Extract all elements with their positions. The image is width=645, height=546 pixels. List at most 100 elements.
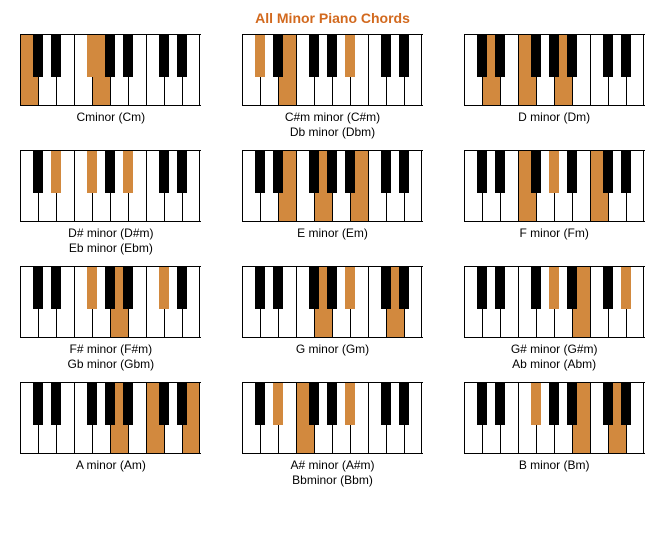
keyboard — [20, 266, 201, 338]
black-key — [549, 151, 559, 193]
black-key — [495, 383, 505, 425]
black-key — [159, 267, 169, 309]
black-key — [87, 383, 97, 425]
black-key — [327, 267, 337, 309]
black-key — [603, 151, 613, 193]
black-key — [477, 35, 487, 77]
black-key — [621, 35, 631, 77]
chord-cell: C#m minor (C#m)Db minor (Dbm) — [232, 34, 434, 140]
black-key — [273, 383, 283, 425]
black-key — [159, 151, 169, 193]
black-key — [51, 383, 61, 425]
black-key — [123, 383, 133, 425]
keyboard — [242, 382, 423, 454]
black-key — [345, 267, 355, 309]
black-key — [123, 35, 133, 77]
black-key — [255, 151, 265, 193]
black-key — [309, 35, 319, 77]
black-key — [381, 151, 391, 193]
black-key — [159, 35, 169, 77]
black-key — [381, 267, 391, 309]
page-title: All Minor Piano Chords — [10, 10, 645, 26]
black-key — [549, 383, 559, 425]
black-key — [549, 35, 559, 77]
black-key — [177, 35, 187, 77]
keyboard — [20, 150, 201, 222]
black-key — [123, 267, 133, 309]
chord-cell: Cminor (Cm) — [10, 34, 212, 140]
black-key — [273, 267, 283, 309]
black-key — [531, 151, 541, 193]
chord-cell: G# minor (G#m)Ab minor (Abm) — [453, 266, 645, 372]
black-key — [159, 383, 169, 425]
black-key — [273, 151, 283, 193]
keyboard — [20, 34, 201, 106]
chord-cell: E minor (Em) — [232, 150, 434, 256]
black-key — [495, 267, 505, 309]
chord-label: A minor (Am) — [76, 458, 146, 473]
chord-label: D minor (Dm) — [518, 110, 590, 125]
black-key — [603, 383, 613, 425]
keyboard — [20, 382, 201, 454]
chord-grid: Cminor (Cm) C#m minor (C#m)Db minor (Dbm)… — [10, 34, 645, 488]
chord-cell: F# minor (F#m)Gb minor (Gbm) — [10, 266, 212, 372]
black-key — [549, 267, 559, 309]
black-key — [531, 383, 541, 425]
black-key — [327, 151, 337, 193]
black-key — [531, 35, 541, 77]
black-key — [495, 35, 505, 77]
black-key — [123, 151, 133, 193]
black-key — [177, 267, 187, 309]
black-key — [399, 151, 409, 193]
black-key — [621, 383, 631, 425]
chord-label: Cminor (Cm) — [76, 110, 145, 125]
black-key — [33, 35, 43, 77]
black-key — [309, 383, 319, 425]
chord-cell: G minor (Gm) — [232, 266, 434, 372]
black-key — [477, 383, 487, 425]
black-key — [177, 383, 187, 425]
black-key — [477, 151, 487, 193]
black-key — [105, 151, 115, 193]
keyboard — [464, 382, 645, 454]
chord-cell: A minor (Am) — [10, 382, 212, 488]
black-key — [51, 35, 61, 77]
chord-label: F# minor (F#m)Gb minor (Gbm) — [67, 342, 154, 372]
black-key — [477, 267, 487, 309]
chord-label: G minor (Gm) — [296, 342, 369, 357]
black-key — [399, 35, 409, 77]
black-key — [255, 267, 265, 309]
chord-label: C#m minor (C#m)Db minor (Dbm) — [285, 110, 380, 140]
black-key — [51, 151, 61, 193]
chord-label: F minor (Fm) — [520, 226, 589, 241]
black-key — [399, 267, 409, 309]
black-key — [327, 35, 337, 77]
keyboard — [464, 266, 645, 338]
black-key — [33, 267, 43, 309]
chord-label: A# minor (A#m)Bbminor (Bbm) — [290, 458, 374, 488]
black-key — [177, 151, 187, 193]
black-key — [327, 383, 337, 425]
chord-cell: F minor (Fm) — [453, 150, 645, 256]
black-key — [345, 383, 355, 425]
black-key — [495, 151, 505, 193]
black-key — [567, 151, 577, 193]
black-key — [33, 383, 43, 425]
chord-label: B minor (Bm) — [519, 458, 590, 473]
keyboard — [242, 150, 423, 222]
black-key — [381, 35, 391, 77]
black-key — [567, 383, 577, 425]
black-key — [603, 35, 613, 77]
black-key — [105, 267, 115, 309]
black-key — [309, 151, 319, 193]
chord-cell: D minor (Dm) — [453, 34, 645, 140]
black-key — [33, 151, 43, 193]
black-key — [567, 35, 577, 77]
black-key — [603, 267, 613, 309]
chord-label: E minor (Em) — [297, 226, 368, 241]
black-key — [567, 267, 577, 309]
black-key — [531, 267, 541, 309]
chord-label: G# minor (G#m)Ab minor (Abm) — [511, 342, 598, 372]
black-key — [399, 383, 409, 425]
black-key — [105, 383, 115, 425]
